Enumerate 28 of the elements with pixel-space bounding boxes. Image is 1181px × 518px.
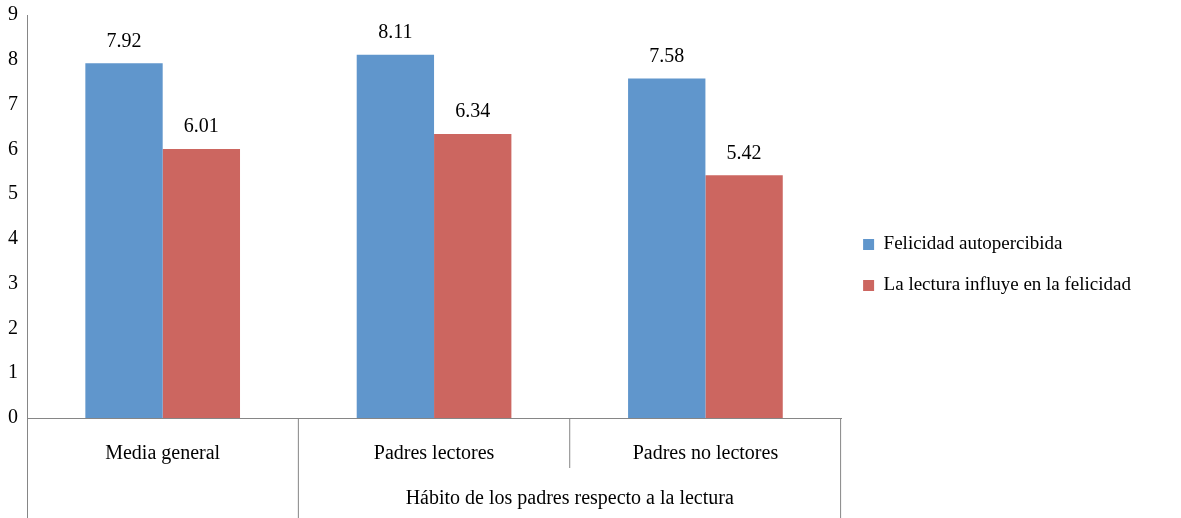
legend-label: Felicidad autopercibida bbox=[883, 232, 1064, 254]
y-tick-label: 3 bbox=[8, 270, 18, 293]
x-tick-label: Media general bbox=[105, 440, 221, 464]
y-tick-label: 7 bbox=[8, 91, 18, 114]
y-tick-label: 5 bbox=[8, 181, 18, 204]
legend-label: La lectura influye en la felicidad bbox=[883, 273, 1132, 295]
data-label: 8.11 bbox=[378, 20, 413, 43]
data-label: 7.58 bbox=[649, 43, 685, 66]
text: Hábito de los padres respecto a la lectura bbox=[405, 486, 734, 510]
y-tick-label: 1 bbox=[8, 360, 18, 383]
y-tick-label: 4 bbox=[8, 226, 18, 249]
y-tick-label: 2 bbox=[8, 315, 18, 338]
x-tick-label: Padres lectores bbox=[373, 440, 495, 463]
y-tick-label: 0 bbox=[8, 405, 18, 428]
data-label: 5.42 bbox=[726, 140, 762, 163]
bar bbox=[705, 175, 783, 418]
x-tick-label: Padres no lectores bbox=[632, 440, 779, 463]
bar bbox=[85, 63, 163, 418]
y-tick-label: 9 bbox=[8, 2, 18, 25]
bar bbox=[434, 134, 512, 418]
bar bbox=[628, 78, 706, 418]
bar bbox=[162, 148, 241, 418]
y-tick-label: 8 bbox=[8, 47, 18, 70]
y-tick-label: 6 bbox=[8, 136, 18, 159]
data-label: 6.34 bbox=[455, 99, 491, 122]
data-label: 6.01 bbox=[183, 114, 219, 137]
bar bbox=[356, 54, 435, 418]
data-label: 7.92 bbox=[106, 28, 142, 51]
